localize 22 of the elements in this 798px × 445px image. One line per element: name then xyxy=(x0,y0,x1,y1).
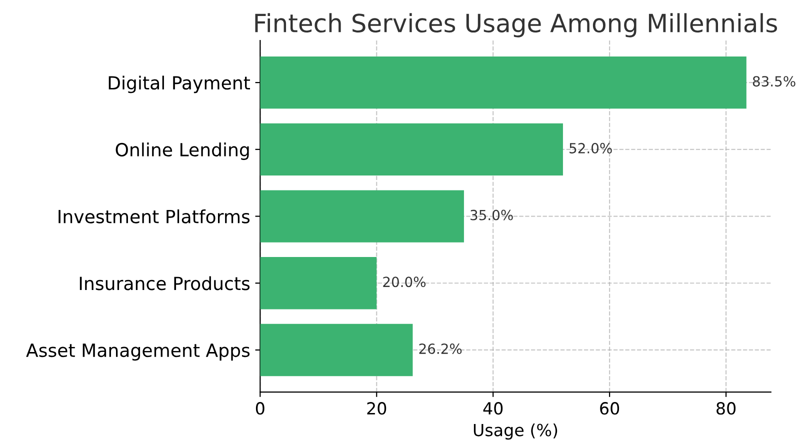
y-tick-label: Investment Platforms xyxy=(58,209,250,224)
x-tick-label: 60 xyxy=(600,402,620,415)
x-tick-label: 40 xyxy=(483,402,503,415)
bar xyxy=(260,190,464,242)
y-tick-label: Asset Management Apps xyxy=(26,344,250,361)
x-tick-label: 20 xyxy=(367,402,386,415)
y-tick-label: Digital Payment xyxy=(108,76,250,94)
chart-title: Fintech Services Usage Among Millennials xyxy=(255,13,777,38)
data-label: 26.2% xyxy=(419,344,462,354)
y-tick-label: Online Lending xyxy=(116,142,249,160)
y-tick-label: Insurance Products xyxy=(80,276,250,290)
x-tick-label: 80 xyxy=(716,402,736,415)
data-label: 52.0% xyxy=(570,142,612,154)
data-label: 35.0% xyxy=(470,210,513,220)
x-axis-title: Usage (%) xyxy=(474,423,558,440)
bar xyxy=(260,257,377,310)
data-label: 83.5% xyxy=(752,76,796,87)
bar xyxy=(260,324,413,376)
bar xyxy=(260,123,563,176)
data-label: 20.0% xyxy=(383,276,426,288)
x-tick-label: 0 xyxy=(256,402,264,415)
bar xyxy=(260,56,746,109)
